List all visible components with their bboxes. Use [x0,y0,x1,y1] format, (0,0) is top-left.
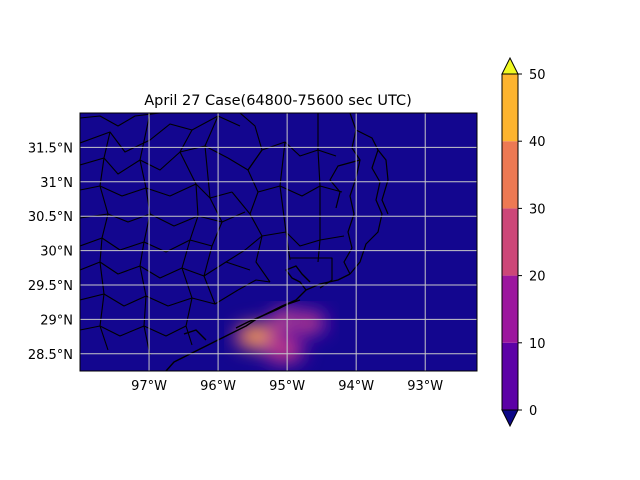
lat-tick-label: 31.5°N [28,141,73,156]
lon-tick-label: 96°W [200,379,236,394]
colorbar-segment [502,208,518,276]
colorbar-tick-label: 0 [529,404,537,419]
colorbar-segment [502,141,518,209]
precip-hotspot-core [295,315,320,330]
lat-tick-label: 29°N [40,313,73,328]
colorbar-segment [502,74,518,142]
colorbar-over-extension [501,56,519,75]
colorbar-frame [501,73,519,411]
lon-tick-label: 97°W [131,379,167,394]
colorbar-tick-label: 40 [529,135,546,150]
colorbar-tick-label: 20 [529,270,546,285]
lon-tick-label: 94°W [338,379,374,394]
lat-tick-label: 30°N [40,245,73,260]
map-frame [79,112,478,372]
gridlines [80,113,477,371]
state-border [329,113,389,275]
latitude-axis: 28.5°N 29°N 29.5°N 30°N 30.5°N 31°N 31.5°N [28,141,73,362]
heat-layer [234,306,330,365]
colorbar-segment [502,275,518,343]
colorbar: 0 10 20 30 40 50 [501,56,546,428]
longitude-axis: 97°W 96°W 95°W 94°W 93°W [131,379,443,394]
colorbar-tick-label: 50 [529,68,546,83]
lon-tick-label: 93°W [407,379,443,394]
lon-tick-label: 95°W [269,379,305,394]
colorbar-tick-label: 10 [529,337,546,352]
lat-tick-label: 29.5°N [28,279,73,294]
colorbar-segment [502,342,518,410]
map-title: April 27 Case(64800-75600 sec UTC) [144,93,412,109]
county-borders [80,113,345,356]
lat-tick-label: 28.5°N [28,348,73,363]
lat-tick-label: 30.5°N [28,210,73,225]
precip-hotspot-core [271,343,296,358]
lat-tick-label: 31°N [40,176,73,191]
colorbar-under-extension [501,409,519,428]
colorbar-tick-label: 30 [529,202,546,217]
precip-hotspot-core [244,329,269,344]
